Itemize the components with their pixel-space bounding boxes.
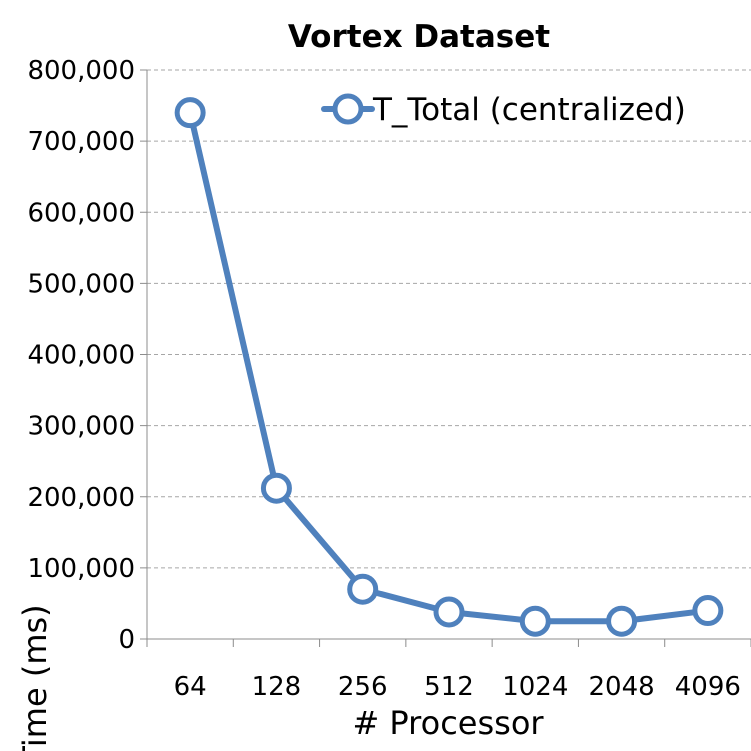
data-point	[347, 573, 379, 605]
y-tick-label: 700,000	[27, 127, 135, 157]
x-axis-label: # Processor	[352, 704, 544, 742]
axes	[140, 69, 751, 647]
x-tick-label: 512	[424, 672, 474, 702]
data-point	[174, 97, 206, 129]
x-tick-label: 256	[338, 672, 388, 702]
series-line	[187, 109, 711, 625]
x-tick-label: 2048	[588, 672, 654, 702]
x-tick-label: 64	[174, 672, 207, 702]
y-tick-label: 200,000	[27, 483, 135, 513]
x-tick-label: 4096	[675, 672, 741, 702]
data-point	[606, 605, 638, 637]
x-tick-label: 128	[252, 672, 302, 702]
y-tick-label: 800,000	[27, 56, 135, 86]
series-layer	[174, 97, 724, 637]
chart-title: Vortex Dataset	[288, 19, 550, 55]
legend: T_Total (centralized)	[321, 92, 686, 128]
data-point	[519, 605, 551, 637]
x-tick-label: 1024	[502, 672, 568, 702]
y-tick-label: 600,000	[27, 198, 135, 228]
data-point	[692, 595, 724, 627]
y-tick-labels: 0 100,000 200,000 300,000 400,000 500,000 600,…	[27, 56, 135, 655]
data-point	[260, 472, 292, 504]
y-axis-label: Time (ms)	[16, 604, 54, 751]
y-tick-label: 400,000	[27, 341, 135, 371]
x-tick-labels: 64 128 256 512 1024 2048 4096	[174, 672, 741, 702]
y-tick-label: 500,000	[27, 269, 135, 299]
y-tick-label: 300,000	[27, 412, 135, 442]
legend-marker	[332, 93, 364, 125]
y-tick-label: 100,000	[27, 554, 135, 584]
data-point	[433, 596, 465, 628]
legend-label: T_Total (centralized)	[372, 92, 686, 128]
y-tick-label: 0	[118, 625, 135, 655]
